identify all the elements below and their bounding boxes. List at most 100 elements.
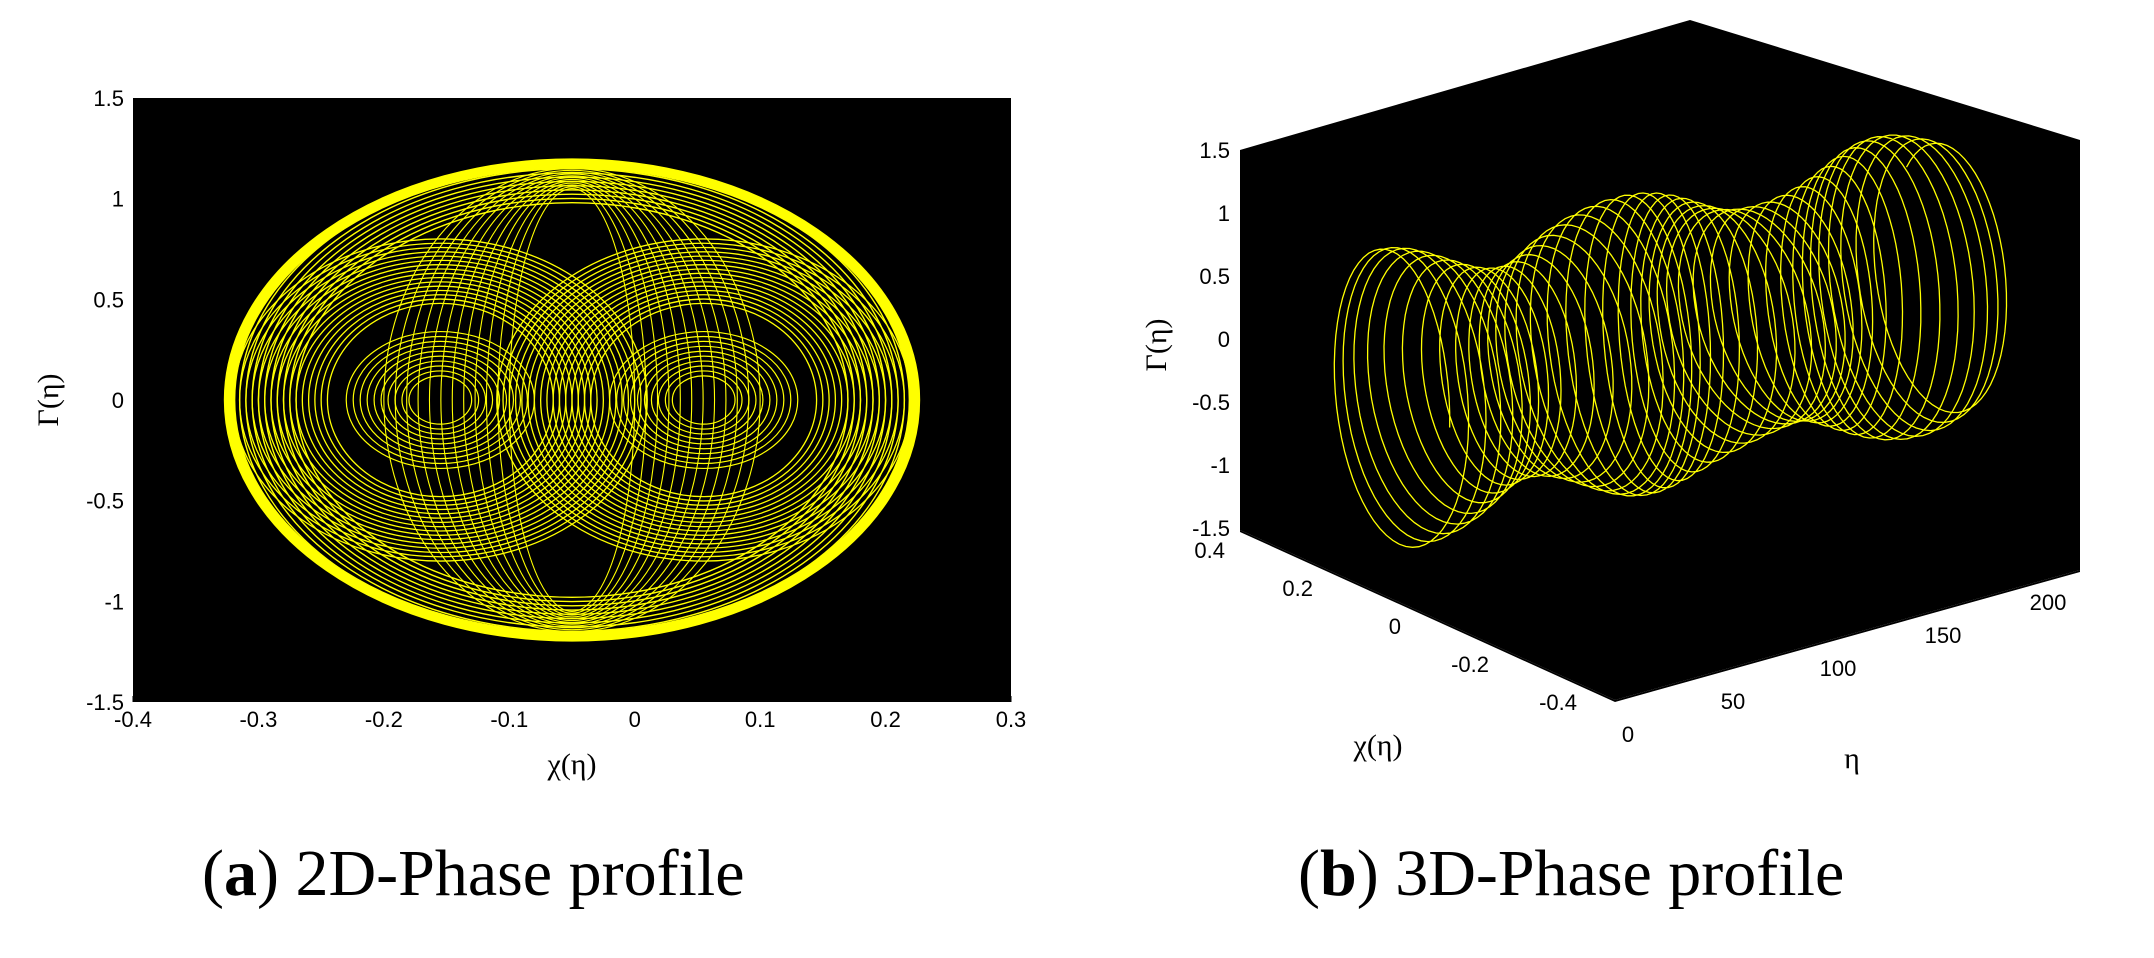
left-core-line (387, 360, 494, 440)
lens-orbit-line (463, 180, 681, 620)
lens-orbit-line (440, 177, 704, 623)
y-tick-label: 0.5 (93, 287, 124, 312)
left-core-line (366, 345, 515, 455)
left-core-line (373, 350, 508, 450)
lens-orbit-line (474, 182, 670, 618)
y-tick-label: -1 (104, 589, 124, 614)
y-tick-label: -1.5 (86, 690, 124, 715)
right-core-line (615, 335, 792, 465)
right-core-line (643, 355, 764, 445)
left-ring-line (276, 268, 605, 532)
right-core-line (671, 375, 736, 425)
x-axis-label-b: χ(η) (1353, 729, 1403, 762)
left-ring-line (264, 259, 617, 541)
left-core-line (345, 330, 535, 470)
lens-orbit-line (497, 186, 647, 614)
right-ring-line (539, 268, 868, 532)
y-tick-label: 1 (112, 187, 124, 212)
x-axis-label-a: χ(η) (547, 748, 597, 781)
panel-label-b: b (1320, 837, 1357, 910)
right-core-line (664, 370, 743, 430)
right-core-line (622, 340, 785, 460)
trajectory-3d-line (1333, 134, 2008, 548)
right-ring-line (565, 285, 843, 515)
x-tick-label-3d: -0.2 (1451, 652, 1489, 677)
right-core-line (609, 330, 799, 470)
left-core-line (380, 355, 501, 445)
left-core-line (359, 340, 522, 460)
right-core-line (629, 345, 778, 455)
outer-orbit-line (223, 158, 921, 642)
lens-orbit-line (383, 167, 761, 633)
x-tick-label: 0.2 (870, 707, 901, 732)
right-ring-line (496, 238, 912, 562)
right-core-line (650, 360, 757, 440)
lens-orbit-line (451, 178, 693, 622)
panel-b-3d-phase: 1.5 1 0.5 0 -0.5 -1 -1.5 0.4 0.2 0 -0.2 -0.4 0 50 10… (1140, 20, 2080, 910)
x-tick-label: -0.3 (239, 707, 277, 732)
z-tick-label: -1 (1210, 453, 1230, 478)
y-tick-label: -0.5 (86, 489, 124, 514)
caption-text-a: 2D-Phase profile (295, 837, 744, 910)
phase-trajectory-2d (223, 158, 921, 642)
z-tick-label: 0 (1218, 327, 1230, 352)
z-tick-label: 0.5 (1199, 264, 1230, 289)
y-tick-label-3d: 50 (1721, 689, 1745, 714)
z-tick-label: 1.5 (1199, 138, 1230, 163)
x-tick-label: 0.1 (745, 707, 776, 732)
box-3d-back (1240, 20, 2080, 700)
right-core-line (636, 350, 771, 450)
lens-orbit-line (417, 173, 727, 627)
right-ring-line (514, 251, 893, 549)
right-ring-line (521, 255, 887, 545)
z-tick-label: 1 (1218, 201, 1230, 226)
y-tick-label-3d: 0 (1622, 722, 1634, 747)
y-tick-labels-b: 0 50 100 150 200 (1622, 590, 2066, 747)
panel-a-2d-phase: -0.4 -0.3 -0.2 -0.1 0 0.1 0.2 0.3 1.5 1 0.5 0 -0.5 -… (32, 86, 1026, 910)
x-tick-label: 0.3 (996, 707, 1027, 732)
left-ring-line (238, 242, 642, 558)
x-tick-label-3d: 0 (1389, 614, 1401, 639)
x-tick-label: -0.4 (114, 707, 152, 732)
caption-text-b: 3D-Phase profile (1395, 837, 1844, 910)
right-ring-line (590, 302, 818, 498)
z-tick-label: -1.5 (1192, 516, 1230, 541)
phase-trajectory-3d (1240, 134, 2080, 702)
caption-b: (b) 3D-Phase profile (1298, 837, 1844, 910)
left-ring-line (257, 255, 623, 545)
right-ring-line (546, 272, 862, 528)
right-ring-line (527, 259, 880, 541)
y-tick-labels-a: 1.5 1 0.5 0 -0.5 -1 -1.5 (86, 86, 124, 715)
x-tick-label-3d: 0.2 (1282, 576, 1313, 601)
y-tick-label: 0 (112, 388, 124, 413)
x-tick-labels-a: -0.4 -0.3 -0.2 -0.1 0 0.1 0.2 0.3 (114, 696, 1026, 732)
y-axis-label-a: Γ(η) (32, 373, 65, 426)
x-tick-label-3d: -0.4 (1539, 690, 1577, 715)
right-ring-line (583, 298, 824, 502)
x-tick-label: 0 (629, 707, 641, 732)
right-ring-line (571, 289, 837, 511)
left-core-line (352, 335, 529, 465)
lens-orbit-line (508, 188, 636, 612)
y-tick-label-3d: 200 (2030, 590, 2067, 615)
y-tick-label-3d: 100 (1820, 656, 1857, 681)
left-core-line (401, 370, 480, 430)
lens-orbit-line (428, 175, 716, 625)
z-tick-labels-b: 1.5 1 0.5 0 -0.5 -1 -1.5 (1192, 138, 1230, 541)
left-ring-line (232, 238, 648, 562)
panel-label-a: a (224, 837, 257, 910)
x-tick-label: -0.1 (490, 707, 528, 732)
x-tick-label: -0.2 (365, 707, 403, 732)
y-tick-label-3d: 150 (1925, 623, 1962, 648)
outer-orbit-line (226, 160, 918, 640)
x-tick-labels-b: 0.4 0.2 0 -0.2 -0.4 (1194, 538, 1577, 715)
lens-orbit-line (406, 171, 738, 629)
left-ring-line (251, 251, 630, 549)
y-tick-label: 1.5 (93, 86, 124, 111)
lens-orbit-line (485, 184, 659, 616)
z-axis-label-b: Γ(η) (1140, 318, 1173, 371)
right-ring-line (577, 294, 830, 506)
caption-a: (a) 2D-Phase profile (202, 837, 745, 910)
y-axis-label-b: η (1844, 742, 1860, 775)
